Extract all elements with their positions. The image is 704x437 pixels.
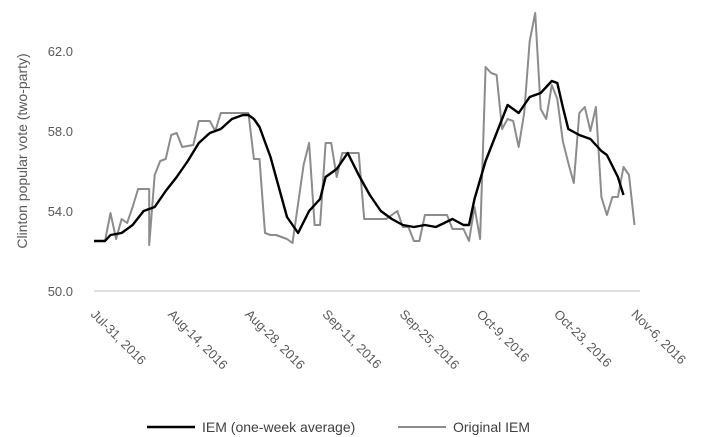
y-axis: 50.0 54.0 58.0 62.0 xyxy=(48,44,73,299)
series-layer xyxy=(94,12,636,246)
legend: IEM (one-week average) Original IEM xyxy=(147,419,530,435)
x-tick-label: Jul-31, 2016 xyxy=(88,307,149,368)
x-tick-label: Oct-23, 2016 xyxy=(551,307,615,371)
series-line-iem-average xyxy=(94,79,625,243)
y-tick-label: 54.0 xyxy=(48,204,73,219)
legend-label-iem-average: IEM (one-week average) xyxy=(202,419,355,435)
y-tick-label: 50.0 xyxy=(48,284,73,299)
y-tick-label: 58.0 xyxy=(48,124,73,139)
y-axis-title: Clinton popular vote (two-party) xyxy=(14,53,30,248)
y-tick-label: 62.0 xyxy=(48,44,73,59)
x-axis: Jul-31, 2016 Aug-14, 2016 Aug-28, 2016 Sep-… xyxy=(88,290,689,373)
x-tick-label: Nov-6, 2016 xyxy=(628,307,689,368)
legend-label-original-iem: Original IEM xyxy=(453,419,530,435)
x-tick-label: Oct-9, 2016 xyxy=(474,307,533,366)
x-tick-label: Sep-25, 2016 xyxy=(397,307,463,373)
x-tick-label: Aug-14, 2016 xyxy=(165,307,231,373)
x-tick-label: Sep-11, 2016 xyxy=(320,307,385,372)
x-tick-label: Aug-28, 2016 xyxy=(242,307,308,373)
series-line-original-iem xyxy=(94,12,636,246)
